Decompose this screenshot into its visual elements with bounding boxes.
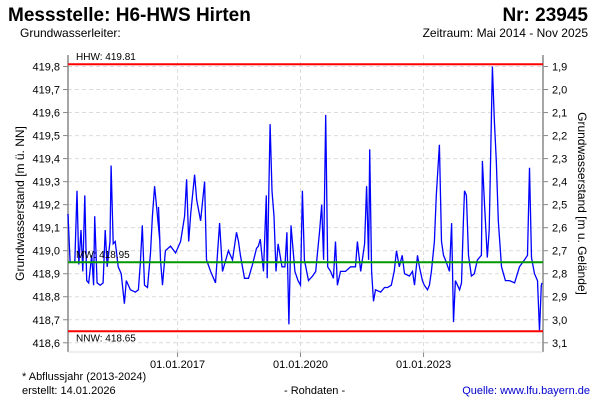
y-tick-label: 419,5: [32, 131, 60, 143]
y-tick-label: 419,2: [32, 200, 60, 212]
y-tick-label: 419,4: [32, 154, 60, 166]
x-tick-label: 01.01.2017: [150, 359, 205, 371]
y2-tick-label: 1,9: [552, 62, 567, 74]
y2-tick-label: 2,2: [552, 131, 567, 143]
y2-tick-label: 2,5: [552, 200, 567, 212]
footnote-hydrological-year: * Abflussjahr (2013-2024): [22, 371, 147, 383]
reference-line-label: MW: 418.95: [76, 250, 130, 261]
y-tick-label: 418,6: [32, 338, 60, 350]
y-tick-label: 419,1: [32, 223, 60, 235]
aquifer-label: Grundwasserleiter:: [20, 26, 121, 40]
reference-line-label: HHW: 419.81: [76, 52, 136, 63]
x-tick-label: 01.01.2020: [273, 359, 328, 371]
y-axis-title: Grundwasserstand [m ü. NN]: [13, 126, 27, 281]
y-tick-label: 419,0: [32, 246, 60, 258]
y2-tick-label: 2,1: [552, 108, 567, 120]
y2-tick-label: 2,0: [552, 85, 567, 97]
station-title: Messstelle: H6-HWS Hirten: [8, 5, 251, 26]
y2-tick-label: 2,6: [552, 223, 567, 235]
raw-data-label: - Rohdaten -: [284, 385, 346, 397]
period-label: Zeitraum: Mai 2014 - Nov 2025: [422, 26, 588, 40]
y2-tick-label: 2,7: [552, 246, 567, 258]
y-tick-label: 419,7: [32, 85, 60, 97]
y2-tick-label: 2,9: [552, 292, 567, 304]
y-tick-label: 419,3: [32, 177, 60, 189]
y-tick-label: 419,6: [32, 108, 60, 120]
y-tick-label: 418,8: [32, 292, 60, 304]
series-line: [67, 66, 543, 332]
y2-axis-title: Grundwasserstand [m u. Gelände]: [575, 112, 589, 295]
created-date: erstellt: 14.01.2026: [22, 385, 116, 397]
y2-tick-label: 3,0: [552, 315, 567, 327]
y-tick-label: 419,8: [32, 62, 60, 74]
reference-line-label: NNW: 418.65: [76, 333, 136, 344]
station-number: Nr: 23945: [502, 5, 588, 26]
y-tick-label: 418,9: [32, 269, 60, 281]
y-tick-label: 418,7: [32, 315, 60, 327]
x-tick-label: 01.01.2023: [396, 359, 451, 371]
y2-tick-label: 2,4: [552, 177, 567, 189]
y2-tick-label: 3,1: [552, 338, 567, 350]
source-link[interactable]: Quelle: www.lfu.bayern.de: [462, 385, 590, 397]
y2-tick-label: 2,3: [552, 154, 567, 166]
y2-tick-label: 2,8: [552, 269, 567, 281]
